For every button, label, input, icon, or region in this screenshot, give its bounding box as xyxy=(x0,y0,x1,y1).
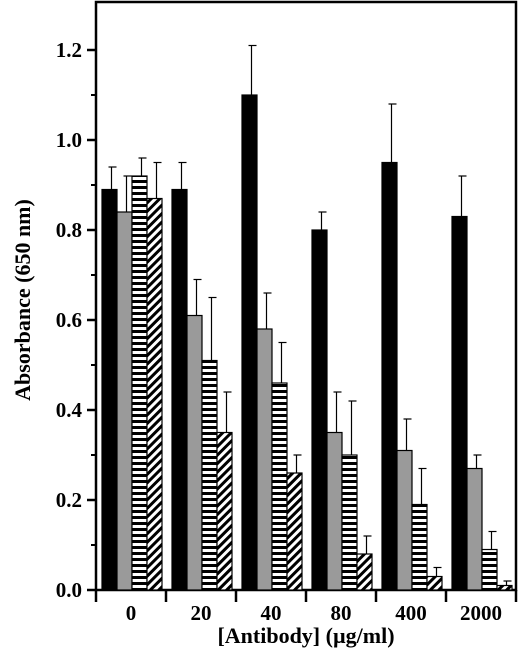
x-tick-label: 400 xyxy=(395,601,427,625)
bars xyxy=(101,94,513,591)
bar xyxy=(381,161,398,591)
y-axis-title: Absorbance (650 nm) xyxy=(10,199,35,401)
bar xyxy=(496,584,513,591)
bar xyxy=(256,328,273,591)
x-axis-title: [Antibody] (µg/ml) xyxy=(217,623,394,648)
bar xyxy=(326,431,343,591)
bar xyxy=(131,175,148,591)
bar xyxy=(466,467,483,591)
bar xyxy=(451,215,468,591)
bar xyxy=(356,553,373,591)
x-axis: 0 20 40 80 400 2000 xyxy=(94,590,518,625)
bar xyxy=(216,431,233,591)
x-tick-label: 80 xyxy=(331,601,352,625)
x-tick-label: 40 xyxy=(261,601,282,625)
bar xyxy=(311,229,328,591)
x-tick-label: 2000 xyxy=(460,601,502,625)
bar xyxy=(146,197,163,591)
x-tick-label: 20 xyxy=(191,601,212,625)
bar xyxy=(271,382,288,591)
y-tick-label: 1.0 xyxy=(56,128,82,152)
error-bars xyxy=(108,44,512,586)
y-tick-label: 0.0 xyxy=(56,578,82,602)
y-axis: 0.0 0.2 0.4 0.6 0.8 1.0 1.2 xyxy=(56,38,96,602)
bar xyxy=(411,503,428,591)
y-tick-label: 0.8 xyxy=(56,218,82,242)
bar xyxy=(201,359,218,591)
y-tick-label: 1.2 xyxy=(56,38,82,62)
bar xyxy=(286,472,303,591)
bar xyxy=(481,548,498,591)
x-tick-label: 0 xyxy=(126,601,137,625)
y-tick-label: 0.6 xyxy=(56,308,82,332)
y-tick-label: 0.4 xyxy=(56,398,83,422)
bar xyxy=(101,188,118,591)
bar xyxy=(396,449,413,591)
bar xyxy=(186,314,203,591)
bar xyxy=(241,94,258,591)
bar xyxy=(341,454,358,591)
bar xyxy=(171,188,188,591)
bar xyxy=(426,575,443,591)
bar xyxy=(116,211,133,591)
y-tick-label: 0.2 xyxy=(56,488,82,512)
